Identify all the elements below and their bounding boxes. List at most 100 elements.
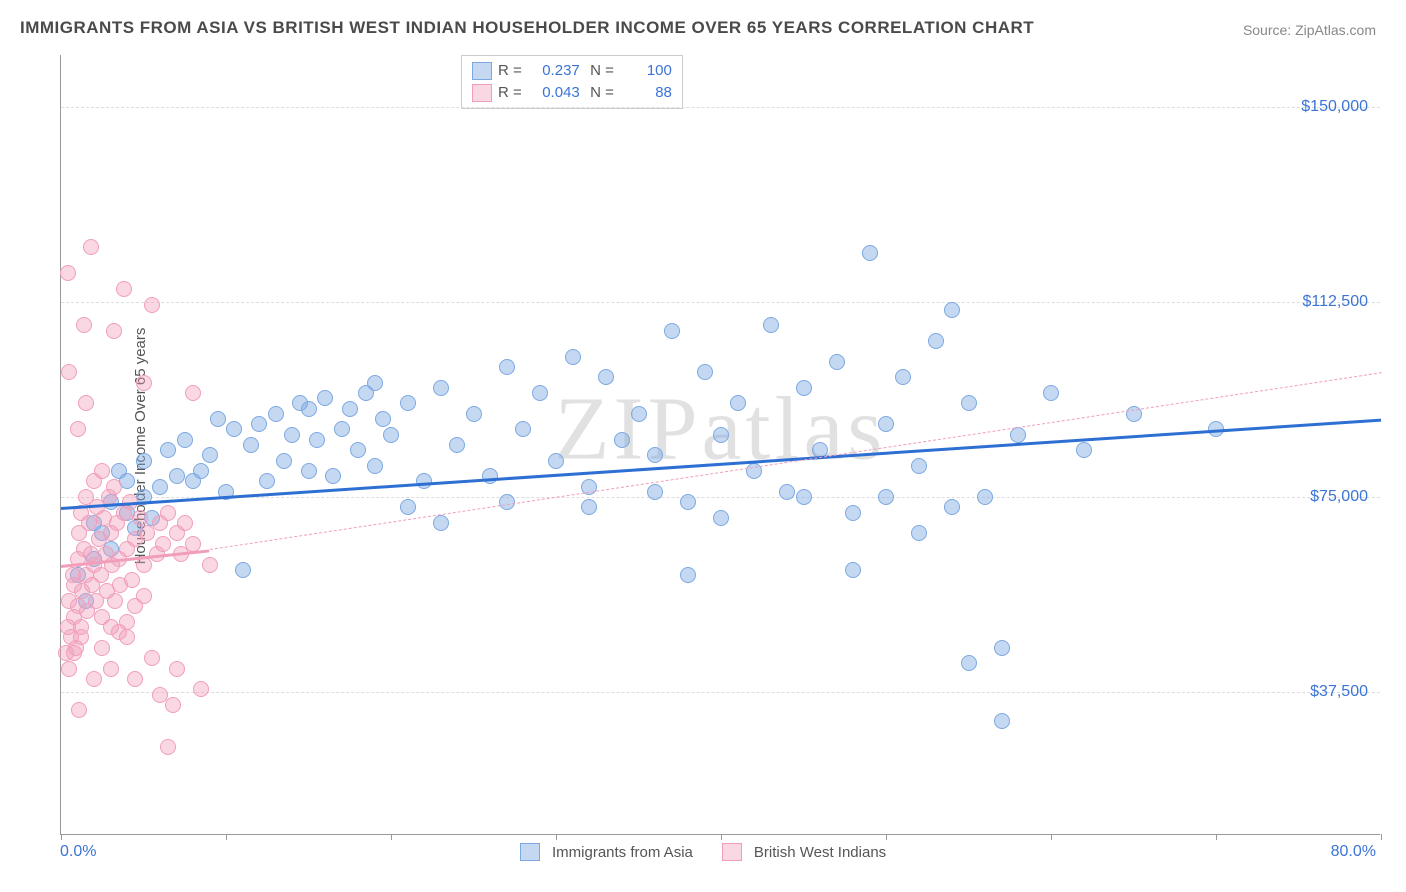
- swatch-icon: [472, 62, 492, 80]
- n-label: N =: [582, 82, 614, 104]
- data-point: [631, 406, 647, 422]
- data-point: [144, 650, 160, 666]
- trend-line: [209, 372, 1381, 550]
- data-point: [71, 702, 87, 718]
- data-point: [375, 411, 391, 427]
- data-point: [515, 421, 531, 437]
- data-point: [185, 536, 201, 552]
- data-point: [680, 494, 696, 510]
- data-point: [136, 375, 152, 391]
- data-point: [94, 640, 110, 656]
- data-point: [994, 713, 1010, 729]
- data-point: [367, 458, 383, 474]
- data-point: [944, 499, 960, 515]
- data-point: [697, 364, 713, 380]
- legend-label: British West Indians: [754, 844, 886, 861]
- r-value: 0.043: [524, 82, 580, 104]
- data-point: [81, 515, 97, 531]
- data-point: [647, 447, 663, 463]
- data-point: [165, 697, 181, 713]
- data-point: [136, 588, 152, 604]
- x-tick: [886, 834, 887, 840]
- data-point: [317, 390, 333, 406]
- data-point: [193, 681, 209, 697]
- data-point: [61, 364, 77, 380]
- data-point: [160, 442, 176, 458]
- data-point: [86, 671, 102, 687]
- data-point: [243, 437, 259, 453]
- data-point: [169, 468, 185, 484]
- x-tick: [226, 834, 227, 840]
- data-point: [730, 395, 746, 411]
- data-point: [83, 239, 99, 255]
- data-point: [763, 317, 779, 333]
- data-point: [449, 437, 465, 453]
- x-tick: [391, 834, 392, 840]
- data-point: [144, 297, 160, 313]
- data-point: [499, 494, 515, 510]
- data-point: [169, 661, 185, 677]
- data-point: [210, 411, 226, 427]
- data-point: [647, 484, 663, 500]
- data-point: [400, 499, 416, 515]
- swatch-icon: [520, 843, 540, 861]
- y-tick-label: $112,500: [1302, 293, 1368, 311]
- data-point: [1010, 427, 1026, 443]
- data-point: [66, 645, 82, 661]
- data-point: [60, 265, 76, 281]
- data-point: [76, 317, 92, 333]
- data-point: [124, 572, 140, 588]
- data-point: [235, 562, 251, 578]
- data-point: [177, 432, 193, 448]
- data-point: [977, 489, 993, 505]
- data-point: [944, 302, 960, 318]
- data-point: [598, 369, 614, 385]
- n-value: 100: [616, 60, 672, 82]
- gridline: [61, 692, 1380, 693]
- data-point: [350, 442, 366, 458]
- legend-label: Immigrants from Asia: [552, 844, 693, 861]
- data-point: [845, 562, 861, 578]
- correlation-stats-box: R = 0.237 N = 100 R = 0.043 N = 88: [461, 55, 683, 109]
- data-point: [845, 505, 861, 521]
- data-point: [276, 453, 292, 469]
- data-point: [994, 640, 1010, 656]
- legend: Immigrants from Asia British West Indian…: [0, 843, 1406, 861]
- data-point: [342, 401, 358, 417]
- data-point: [94, 463, 110, 479]
- data-point: [796, 489, 812, 505]
- data-point: [185, 385, 201, 401]
- gridline: [61, 107, 1380, 108]
- gridline: [61, 302, 1380, 303]
- data-point: [878, 416, 894, 432]
- data-point: [193, 463, 209, 479]
- data-point: [106, 323, 122, 339]
- data-point: [400, 395, 416, 411]
- data-point: [911, 458, 927, 474]
- data-point: [829, 354, 845, 370]
- data-point: [961, 655, 977, 671]
- x-tick: [61, 834, 62, 840]
- data-point: [928, 333, 944, 349]
- data-point: [78, 395, 94, 411]
- data-point: [482, 468, 498, 484]
- scatter-plot: ZIPatlas R = 0.237 N = 100 R = 0.043 N =…: [60, 55, 1380, 835]
- data-point: [132, 510, 148, 526]
- data-point: [911, 525, 927, 541]
- data-point: [325, 468, 341, 484]
- data-point: [862, 245, 878, 261]
- y-tick-label: $150,000: [1301, 98, 1368, 116]
- data-point: [136, 453, 152, 469]
- data-point: [119, 614, 135, 630]
- data-point: [334, 421, 350, 437]
- data-point: [202, 447, 218, 463]
- data-point: [895, 369, 911, 385]
- x-tick: [1381, 834, 1382, 840]
- data-point: [301, 463, 317, 479]
- x-tick: [721, 834, 722, 840]
- swatch-icon: [472, 84, 492, 102]
- x-tick: [556, 834, 557, 840]
- r-label: R =: [498, 82, 522, 104]
- data-point: [226, 421, 242, 437]
- data-point: [779, 484, 795, 500]
